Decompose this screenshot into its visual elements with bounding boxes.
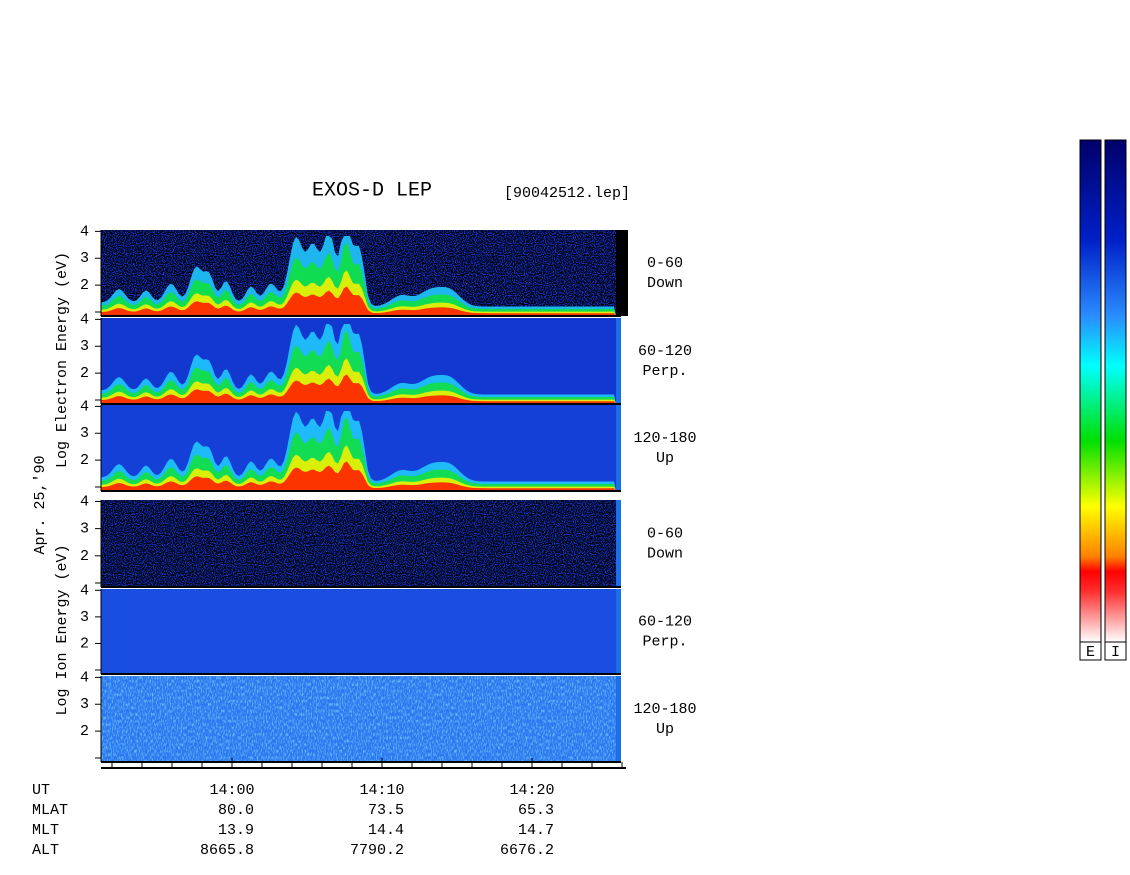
spectrogram-band	[101, 286, 616, 316]
spectrogram-band	[101, 445, 616, 491]
panel-range: 60-120	[638, 613, 692, 630]
y-tick-label: 3	[80, 250, 89, 267]
panel-direction: Down	[647, 545, 683, 562]
spectrogram-band	[101, 374, 616, 404]
panel-edge	[616, 589, 621, 674]
y-tick-label: 3	[80, 696, 89, 713]
footer-value: 13.9	[218, 822, 254, 839]
electron-ylabel: Log Electron Energy (eV)	[54, 252, 71, 468]
y-tick-label: 2	[80, 635, 89, 652]
footer-value: 8665.8	[200, 842, 254, 859]
color-bar-label-box	[1079, 641, 1102, 661]
footer-value: 80.0	[218, 802, 254, 819]
footer-value: 14.7	[518, 822, 554, 839]
footer-value: 73.5	[368, 802, 404, 819]
title: EXOS-D LEP	[312, 179, 432, 202]
y-tick-label: 4	[80, 493, 89, 510]
y-tick-label: 4	[80, 223, 89, 240]
panel-edge	[616, 318, 621, 404]
y-tick-label: 3	[80, 425, 89, 442]
panel-range: 120-180	[633, 430, 696, 447]
footer-value: 14:20	[509, 782, 554, 799]
spectrogram-band	[101, 270, 616, 316]
y-tick-label: 4	[80, 582, 89, 599]
y-tick-label: 3	[80, 609, 89, 626]
y-tick-label: 2	[80, 548, 89, 565]
footer-value: 65.3	[518, 802, 554, 819]
panel-direction: Perp.	[642, 633, 687, 650]
panel-edge	[616, 405, 621, 491]
footer-label: ALT	[32, 842, 59, 859]
spectrogram-band	[101, 461, 616, 491]
y-tick-label: 4	[80, 398, 89, 415]
y-tick-label: 2	[80, 723, 89, 740]
y-tick-label: 3	[80, 338, 89, 355]
color-bar-label: I	[1111, 644, 1120, 661]
y-tick-label: 3	[80, 521, 89, 538]
footer-label: UT	[32, 782, 50, 799]
footer-label: MLAT	[32, 802, 68, 819]
panel-direction: Up	[656, 721, 674, 738]
spectrogram-band	[101, 358, 616, 404]
panel-edge	[616, 500, 621, 587]
date: Apr. 25,'90	[32, 455, 49, 554]
spectrogram-noise	[101, 500, 616, 587]
spectrogram-band	[101, 242, 616, 316]
ion-ylabel: Log Ion Energy (eV)	[54, 544, 71, 715]
color-bar	[1079, 139, 1102, 643]
panel-range: 120-180	[633, 701, 696, 718]
panel-range: 0-60	[647, 525, 683, 542]
panel-direction: Perp.	[642, 363, 687, 380]
y-tick-label: 2	[80, 365, 89, 382]
spectrogram-band	[101, 417, 616, 491]
spectrogram-panel	[101, 589, 616, 674]
panel-edge	[616, 676, 621, 762]
y-tick-label: 2	[80, 277, 89, 294]
file-name: [90042512.lep]	[504, 185, 630, 202]
footer-label: MLT	[32, 822, 59, 839]
spectrogram-noise	[101, 676, 616, 762]
y-tick-label: 4	[80, 669, 89, 686]
color-bar-label-box	[1104, 641, 1127, 661]
color-bar	[1104, 139, 1127, 643]
y-tick-label: 2	[80, 452, 89, 469]
panel-edge	[616, 230, 628, 316]
panel-range: 60-120	[638, 343, 692, 360]
footer-value: 14:10	[359, 782, 404, 799]
panel-direction: Up	[656, 450, 674, 467]
footer-value: 14.4	[368, 822, 404, 839]
spectrogram-band	[101, 330, 616, 404]
panel-range: 0-60	[647, 255, 683, 272]
panel-direction: Down	[647, 275, 683, 292]
footer-value: 6676.2	[500, 842, 554, 859]
y-tick-label: 4	[80, 311, 89, 328]
footer-value: 14:00	[209, 782, 254, 799]
footer-value: 7790.2	[350, 842, 404, 859]
color-bar-label: E	[1086, 644, 1095, 661]
